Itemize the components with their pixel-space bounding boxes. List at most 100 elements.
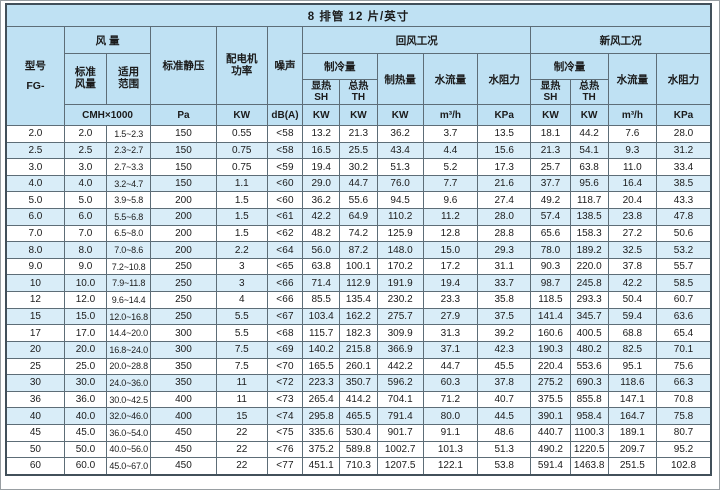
fresh-total-cell: 480.2 [569, 340, 609, 359]
std-air-volume-cell: 7.0 [63, 224, 108, 243]
motor-power-cell: 0.55 [215, 125, 268, 143]
return-water-flow-cell: 15.0 [422, 241, 479, 259]
fresh-water-flow-cell: 20.4 [607, 191, 658, 210]
static-pressure-cell: 300 [150, 340, 217, 359]
static-pressure-cell: 250 [150, 274, 217, 293]
fresh-sensible-cell: 98.7 [530, 274, 571, 293]
unit-return-sensible: KW [302, 104, 341, 126]
return-water-resistance-cell: 37.5 [477, 307, 532, 326]
return-water-flow-cell: 12.8 [422, 224, 479, 243]
std-air-volume-cell: 2.5 [63, 141, 108, 160]
fresh-total-cell: 400.5 [569, 324, 609, 342]
header-return-heating: 制热量 [376, 53, 424, 105]
return-heating-cell: 51.3 [376, 158, 424, 176]
header-fresh-cooling: 制冷量 [530, 53, 609, 80]
fresh-water-flow-cell: 23.8 [607, 208, 658, 226]
applicable-range-cell: 3.9~5.8 [106, 191, 152, 210]
applicable-range-cell: 14.4~20.0 [106, 324, 152, 342]
model-cell: 40 [5, 407, 65, 425]
fresh-total-cell: 1100.3 [569, 423, 609, 442]
table-row: 2.5 2.5 2.3~2.7 150 0.75 <58 16.5 25.5 43.4 4.4 15… [5, 141, 712, 160]
return-water-flow-cell: 122.1 [422, 457, 479, 476]
header-std-air: 标准 风量 [63, 53, 108, 105]
return-water-resistance-cell: 31.1 [477, 257, 532, 276]
header-return-air-condition: 回风工况 [302, 26, 532, 54]
return-heating-cell: 366.9 [376, 340, 424, 359]
model-cell: 25 [5, 357, 65, 376]
return-water-resistance-cell: 28.0 [477, 208, 532, 226]
table-row: 15 15.0 12.0~16.8 250 5.5 <67 103.4 162.2 275.7 2… [5, 307, 712, 326]
return-total-cell: 350.7 [339, 374, 378, 392]
fresh-water-resistance-cell: 70.8 [656, 390, 712, 409]
motor-power-cell: 22 [215, 457, 268, 476]
return-water-flow-cell: 80.0 [422, 407, 479, 425]
table-row: 5.0 5.0 3.9~5.8 200 1.5 <60 36.2 55.6 94.5 9.6 27.… [5, 191, 712, 210]
return-total-cell: 710.3 [339, 457, 378, 476]
noise-cell: <64 [266, 241, 304, 259]
return-sensible-cell: 63.8 [302, 257, 341, 276]
header-return-total-line2: TH [351, 92, 366, 103]
return-total-cell: 530.4 [339, 423, 378, 442]
motor-power-cell: 1.5 [215, 208, 268, 226]
title-row: 8 排管 12 片/英寸 [5, 3, 712, 27]
motor-power-cell: 22 [215, 423, 268, 442]
return-heating-cell: 125.9 [376, 224, 424, 243]
table-row: 20 20.0 16.8~24.0 300 7.5 <69 140.2 215.8 366.9 3… [5, 340, 712, 359]
return-sensible-cell: 16.5 [302, 141, 341, 160]
table-row: 40 40.0 32.0~46.0 400 15 <74 295.8 465.5 791.4 80… [5, 407, 712, 425]
return-water-resistance-cell: 27.4 [477, 191, 532, 210]
return-sensible-cell: 140.2 [302, 340, 341, 359]
applicable-range-cell: 7.9~11.8 [106, 274, 152, 293]
return-total-cell: 55.6 [339, 191, 378, 210]
unit-air-volume: CMH×1000 [63, 104, 152, 126]
fresh-sensible-cell: 90.3 [530, 257, 571, 276]
fresh-water-resistance-cell: 58.5 [656, 274, 712, 293]
motor-power-cell: 0.75 [215, 141, 268, 160]
return-total-cell: 64.9 [339, 208, 378, 226]
noise-cell: <61 [266, 208, 304, 226]
header-fresh-sensible: 显热 SH [530, 79, 571, 105]
return-heating-cell: 76.0 [376, 174, 424, 193]
return-total-cell: 21.3 [339, 125, 378, 143]
applicable-range-cell: 32.0~46.0 [106, 407, 152, 425]
table-row: 30 30.0 24.0~36.0 350 11 <72 223.3 350.7 596.2 60… [5, 374, 712, 392]
fresh-total-cell: 345.7 [569, 307, 609, 326]
unit-motor-power: KW [215, 104, 268, 126]
motor-power-cell: 1.5 [215, 191, 268, 210]
header-return-cooling: 制冷量 [302, 53, 378, 80]
static-pressure-cell: 200 [150, 208, 217, 226]
fresh-water-resistance-cell: 31.2 [656, 141, 712, 160]
std-air-volume-cell: 3.0 [63, 158, 108, 176]
motor-power-cell: 1.5 [215, 224, 268, 243]
fresh-water-flow-cell: 7.6 [607, 125, 658, 143]
unit-return-water-flow: m³/h [422, 104, 479, 126]
return-water-flow-cell: 71.2 [422, 390, 479, 409]
noise-cell: <69 [266, 340, 304, 359]
fresh-total-cell: 553.6 [569, 357, 609, 376]
fresh-sensible-cell: 65.6 [530, 224, 571, 243]
noise-cell: <66 [266, 291, 304, 309]
table-row: 7.0 7.0 6.5~8.0 200 1.5 <62 48.2 74.2 125.9 12.8 2… [5, 224, 712, 243]
fresh-sensible-cell: 118.5 [530, 291, 571, 309]
motor-power-cell: 4 [215, 291, 268, 309]
applicable-range-cell: 24.0~36.0 [106, 374, 152, 392]
header-row-sub: 标准 风量 适用 范围 制冷量 制热量 水流量 水阻力 制冷量 水流量 水阻力 [6, 53, 712, 105]
static-pressure-cell: 300 [150, 324, 217, 342]
return-water-resistance-cell: 40.7 [477, 390, 532, 409]
std-air-volume-cell: 9.0 [63, 257, 108, 276]
model-cell: 7.0 [5, 224, 65, 243]
applicable-range-cell: 6.5~8.0 [106, 224, 152, 243]
return-water-resistance-cell: 15.6 [477, 141, 532, 160]
static-pressure-cell: 150 [150, 174, 217, 193]
return-water-flow-cell: 4.4 [422, 141, 479, 160]
fresh-sensible-cell: 591.4 [530, 457, 571, 476]
return-heating-cell: 1207.5 [376, 457, 424, 476]
noise-cell: <72 [266, 374, 304, 392]
std-air-volume-cell: 10.0 [63, 274, 108, 293]
return-heating-cell: 36.2 [376, 125, 424, 143]
motor-power-cell: 2.2 [215, 241, 268, 259]
fresh-water-flow-cell: 147.1 [607, 390, 658, 409]
table-row: 45 45.0 36.0~54.0 450 22 <75 335.6 530.4 901.7 91… [5, 423, 712, 442]
return-sensible-cell: 19.4 [302, 158, 341, 176]
return-water-resistance-cell: 53.8 [477, 457, 532, 476]
